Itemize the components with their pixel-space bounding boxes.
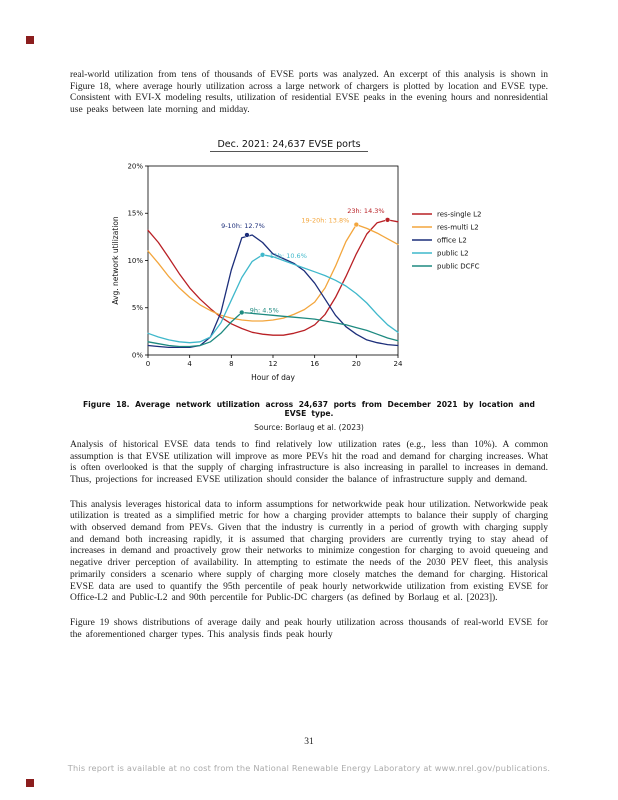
utilization-line-chart: 0% 5% 10% 15% 20% 0 4 8 12 16 20 24 Hour of day Avg. … <box>111 162 482 382</box>
page-footer-note: This report is available at no cost from… <box>67 763 551 773</box>
svg-text:0%: 0% <box>132 351 143 359</box>
svg-text:office L2: office L2 <box>437 236 467 244</box>
body-paragraph-3: This analysis leverages historical data … <box>70 499 548 604</box>
svg-text:Avg. network utilization: Avg. network utilization <box>111 216 120 305</box>
page-corner-mark-top <box>26 36 34 44</box>
svg-text:9-10h: 12.7%: 9-10h: 12.7% <box>221 222 265 230</box>
svg-text:4: 4 <box>187 360 192 368</box>
svg-text:res-multi L2: res-multi L2 <box>437 223 479 231</box>
page-body: real-world utilization from tens of thou… <box>70 70 548 654</box>
svg-text:0: 0 <box>146 360 150 368</box>
svg-text:20%: 20% <box>127 162 143 170</box>
body-paragraph-1: real-world utilization from tens of thou… <box>70 70 548 116</box>
svg-text:public L2: public L2 <box>437 249 469 257</box>
svg-text:Hour of day: Hour of day <box>251 373 295 382</box>
svg-text:res-single L2: res-single L2 <box>437 210 482 218</box>
svg-text:11h: 10.6%: 11h: 10.6% <box>270 252 307 260</box>
svg-text:23h: 14.3%: 23h: 14.3% <box>347 207 384 215</box>
svg-text:16: 16 <box>310 360 319 368</box>
page-number: 31 <box>304 737 314 747</box>
figure-18: Dec. 2021: 24,637 EVSE ports 0% 5% 10% 15% 2… <box>83 132 535 432</box>
svg-text:19-20h: 13.8%: 19-20h: 13.8% <box>301 216 349 224</box>
svg-text:20: 20 <box>352 360 361 368</box>
chart-title: Dec. 2021: 24,637 EVSE ports <box>210 139 368 152</box>
svg-text:12: 12 <box>269 360 278 368</box>
body-paragraph-4: Figure 19 shows distributions of average… <box>70 617 548 640</box>
body-paragraph-2: Analysis of historical EVSE data tends t… <box>70 439 548 485</box>
figure-caption: Figure 18. Average network utilization a… <box>83 399 535 418</box>
svg-text:15%: 15% <box>127 209 143 217</box>
page-corner-mark-bottom <box>26 779 34 787</box>
figure-source: Source: Borlaug et al. (2023) <box>254 422 364 432</box>
svg-text:public DCFC: public DCFC <box>437 262 480 270</box>
svg-text:24: 24 <box>394 360 403 368</box>
chart-title-row: Dec. 2021: 24,637 EVSE ports <box>108 132 510 152</box>
svg-text:9h: 4.5%: 9h: 4.5% <box>250 306 279 314</box>
svg-text:5%: 5% <box>132 304 143 312</box>
svg-text:10%: 10% <box>127 257 143 265</box>
svg-text:8: 8 <box>229 360 233 368</box>
